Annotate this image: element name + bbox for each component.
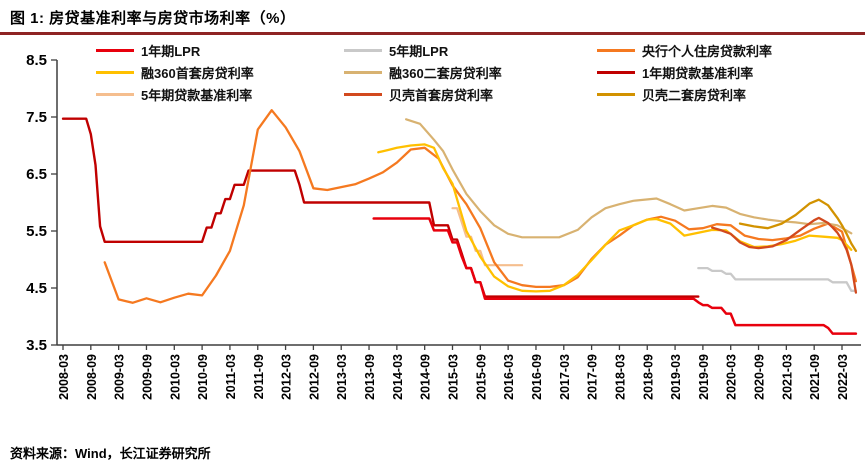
series-line-央行个人住房贷款利率 bbox=[103, 109, 858, 304]
x-tick-label: 2018-03 bbox=[613, 354, 627, 400]
legend-swatch-icon bbox=[344, 70, 382, 74]
y-tick-label: 5.5 bbox=[26, 223, 47, 240]
legend-label: 融360首套房贷利率 bbox=[141, 65, 254, 81]
x-tick-label: 2008-09 bbox=[85, 354, 99, 400]
title-rule bbox=[0, 32, 865, 35]
legend-label: 融360二套房贷利率 bbox=[389, 65, 502, 81]
x-tick-label: 2021-03 bbox=[780, 354, 794, 400]
series-line-1年期贷款基准利率 bbox=[61, 117, 700, 298]
x-tick-label: 2013-09 bbox=[363, 354, 377, 400]
legend-item-0: 1年期LPR bbox=[96, 39, 344, 61]
x-tick-label: 2015-03 bbox=[447, 354, 461, 400]
legend-swatch-icon bbox=[597, 48, 635, 52]
x-tick-label: 2020-09 bbox=[753, 354, 767, 400]
legend-swatch-icon bbox=[597, 70, 635, 74]
legend-label: 贝壳首套房贷利率 bbox=[389, 87, 494, 103]
x-tick-label: 2010-03 bbox=[168, 354, 182, 400]
x-tick-label: 2012-03 bbox=[280, 354, 294, 400]
legend-item-7: 贝壳首套房贷利率 bbox=[344, 83, 597, 105]
y-tick-label: 8.5 bbox=[26, 52, 47, 69]
x-tick-label: 2019-03 bbox=[669, 354, 683, 400]
y-tick-label: 7.5 bbox=[26, 109, 47, 126]
legend-item-2: 央行个人住房贷款利率 bbox=[597, 39, 772, 61]
x-tick-label: 2016-03 bbox=[502, 354, 516, 400]
legend-label: 贝壳二套房贷利率 bbox=[642, 87, 747, 103]
x-tick-label: 2012-09 bbox=[307, 354, 321, 400]
x-tick-label: 2009-09 bbox=[140, 354, 154, 400]
source-note: 资料来源：Wind，长江证券研究所 bbox=[10, 446, 211, 461]
series-line-融360二套房贷利率 bbox=[405, 118, 853, 239]
x-tick-label: 2019-09 bbox=[697, 354, 711, 400]
x-tick-label: 2022-03 bbox=[836, 354, 850, 400]
series-line-贝壳首套房贷利率 bbox=[711, 216, 858, 294]
y-tick-label: 6.5 bbox=[26, 166, 47, 183]
legend-label: 1年期贷款基准利率 bbox=[642, 65, 754, 81]
x-tick-label: 2021-09 bbox=[808, 354, 822, 400]
legend-swatch-icon bbox=[344, 48, 382, 52]
legend-swatch-icon bbox=[96, 70, 134, 74]
series-line-贝壳二套房贷利率 bbox=[738, 198, 858, 253]
legend-item-4: 融360二套房贷利率 bbox=[344, 61, 597, 83]
series-line-5年期LPR bbox=[697, 266, 858, 292]
x-tick-label: 2017-03 bbox=[558, 354, 572, 400]
legend-swatch-icon bbox=[344, 92, 382, 96]
legend-label: 5年期LPR bbox=[389, 43, 449, 59]
x-tick-label: 2010-09 bbox=[196, 354, 210, 400]
x-tick-label: 2014-09 bbox=[419, 354, 433, 400]
x-tick-label: 2018-09 bbox=[641, 354, 655, 400]
x-tick-label: 2015-09 bbox=[474, 354, 488, 400]
legend-label: 5年期贷款基准利率 bbox=[141, 87, 253, 103]
y-tick-label: 4.5 bbox=[26, 280, 47, 297]
legend-swatch-icon bbox=[96, 48, 134, 52]
legend-label: 1年期LPR bbox=[141, 43, 201, 59]
x-tick-label: 2013-03 bbox=[335, 354, 349, 400]
legend-swatch-icon bbox=[96, 92, 134, 96]
x-tick-label: 2008-03 bbox=[57, 354, 71, 400]
y-tick-label: 3.5 bbox=[26, 337, 47, 354]
series-line-融360首套房贷利率 bbox=[377, 143, 853, 293]
x-tick-label: 2016-09 bbox=[530, 354, 544, 400]
legend-label: 央行个人住房贷款利率 bbox=[642, 43, 773, 59]
figure-title: 图 1: 房贷基准利率与房贷市场利率（%） bbox=[10, 10, 296, 27]
legend-item-3: 融360首套房贷利率 bbox=[96, 61, 344, 83]
x-tick-label: 2009-03 bbox=[113, 354, 127, 400]
legend-item-6: 5年期贷款基准利率 bbox=[96, 83, 344, 105]
x-tick-label: 2020-03 bbox=[725, 354, 739, 400]
x-tick-label: 2017-09 bbox=[586, 354, 600, 400]
x-tick-label: 2011-09 bbox=[252, 354, 266, 399]
line-chart: 3.5 4.5 5.5 6.5 7.5 8.5 2008-03 2008-09 2009-03 2… bbox=[26, 52, 861, 400]
legend-item-5: 1年期贷款基准利率 bbox=[597, 61, 772, 83]
legend-item-1: 5年期LPR bbox=[344, 39, 597, 61]
x-tick-label: 2011-03 bbox=[224, 354, 238, 399]
series-line-1年期LPR bbox=[372, 217, 858, 335]
x-tick-label: 2014-03 bbox=[391, 354, 405, 400]
legend-swatch-icon bbox=[597, 92, 635, 96]
chart-legend: 1年期LPR 5年期LPR 央行个人住房贷款利率融360首套房贷利率 融360二套房贷… bbox=[96, 39, 772, 105]
legend-item-8: 贝壳二套房贷利率 bbox=[597, 83, 772, 105]
